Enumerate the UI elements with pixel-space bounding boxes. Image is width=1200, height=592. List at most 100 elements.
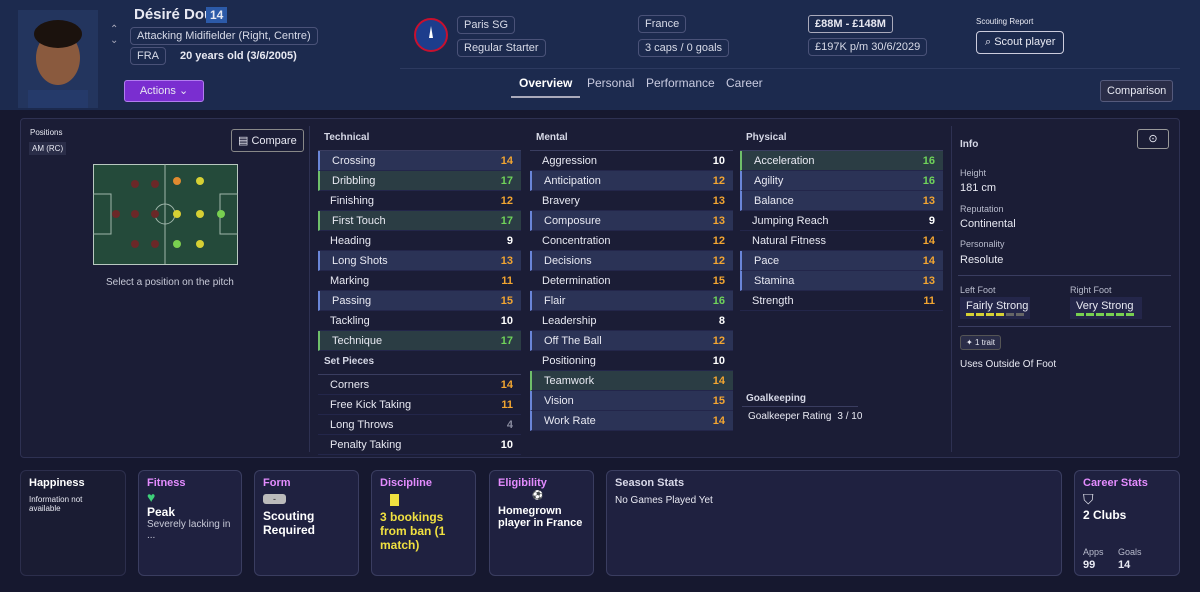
happiness-card[interactable]: Happiness Information not available [20, 470, 126, 576]
card-status: Peak [147, 505, 176, 519]
card-status: 2 Clubs [1083, 508, 1127, 522]
left-foot-bar [966, 313, 1024, 316]
attribute-value: 15 [712, 274, 725, 287]
attribute-name: Corners [330, 378, 370, 391]
tab[interactable]: Personal [587, 76, 635, 90]
attribute-row[interactable]: Finishing 12 [318, 191, 521, 211]
attribute-value: 9 [928, 214, 935, 227]
attribute-name: Work Rate [544, 414, 596, 427]
tab[interactable]: Performance [646, 76, 715, 90]
attribute-name: Leadership [542, 314, 597, 327]
attribute-value: 11 [501, 398, 513, 411]
attribute-row[interactable]: First Touch 17 [318, 211, 521, 231]
attribute-row[interactable]: Strength 11 [740, 291, 943, 311]
apps-label: Apps [1083, 547, 1104, 557]
attribute-row[interactable]: Balance 13 [740, 191, 943, 211]
attribute-name: Positioning [542, 354, 596, 367]
attribute-row[interactable]: Flair 16 [530, 291, 733, 311]
attribute-row[interactable]: Leadership 8 [530, 311, 733, 331]
attribute-list: Aggression 10 Anticipation 12 Bravery 13 Compo… [530, 150, 733, 431]
attribute-row[interactable]: Concentration 12 [530, 231, 733, 251]
attribute-row[interactable]: Long Shots 13 [318, 251, 521, 271]
attribute-name: Heading [330, 234, 371, 247]
attribute-row[interactable]: Free Kick Taking 11 [318, 395, 521, 415]
attribute-value: 16 [712, 294, 725, 307]
form-badge: - [263, 494, 286, 504]
attribute-row[interactable]: Heading 9 [318, 231, 521, 251]
attribute-row[interactable]: Corners 14 [318, 375, 521, 395]
attribute-row[interactable]: Penalty Taking 10 [318, 435, 521, 455]
attribute-row[interactable]: Technique 17 [318, 331, 521, 351]
attribute-value: 13 [922, 274, 935, 287]
attribute-row[interactable]: Teamwork 14 [530, 371, 733, 391]
attribute-list: Crossing 14 Dribbling 17 Finishing 12 First To… [318, 150, 521, 351]
form-card[interactable]: Form - Scouting Required [254, 470, 359, 576]
attribute-row[interactable]: Determination 15 [530, 271, 733, 291]
attribute-row[interactable]: Tackling 10 [318, 311, 521, 331]
card-title: Season Stats [615, 477, 685, 489]
country: France [638, 15, 687, 33]
attribute-name: Dribbling [332, 174, 376, 187]
eligibility-card[interactable]: Eligibility ⚽ Homegrown player in France [489, 470, 594, 576]
attribute-name: Penalty Taking [330, 438, 402, 451]
section-title: Mental [536, 132, 568, 143]
attribute-name: Composure [544, 214, 601, 227]
attribute-list: Corners 14 Free Kick Taking 11 Long Throws 4 P… [318, 374, 521, 455]
goals: 14 [1118, 559, 1131, 571]
compare-button[interactable]: ▤ Compare [231, 129, 304, 152]
attribute-row[interactable]: Long Throws 4 [318, 415, 521, 435]
fitness-icon: ♥ [147, 489, 156, 505]
attribute-row[interactable]: Dribbling 17 [318, 171, 521, 191]
actions-button[interactable]: Actions ⌄ [124, 80, 204, 102]
scout-button[interactable]: ⌕ Scout player [976, 31, 1065, 54]
attribute-row[interactable]: Off The Ball 12 [530, 331, 733, 351]
attribute-row[interactable]: Jumping Reach 9 [740, 211, 943, 231]
attribute-value: 12 [712, 174, 725, 187]
attribute-value: 12 [712, 334, 725, 347]
squad-status: Regular Starter [457, 39, 546, 57]
attribute-name: Long Throws [330, 418, 394, 431]
reputation: Continental [960, 218, 1016, 230]
attribute-value: 10 [500, 314, 513, 327]
attribute-row[interactable]: Crossing 14 [318, 151, 521, 171]
attribute-row[interactable]: Vision 15 [530, 391, 733, 411]
season-stats-card[interactable]: Season Stats No Games Played Yet [606, 470, 1062, 576]
tab[interactable]: Overview [511, 76, 581, 98]
attribute-value: 16 [922, 174, 935, 187]
attribute-row[interactable]: Composure 13 [530, 211, 733, 231]
divider [309, 126, 310, 452]
attribute-row[interactable]: Stamina 13 [740, 271, 943, 291]
tab[interactable]: Career [726, 76, 763, 90]
section-title: Set Pieces [324, 356, 375, 367]
attribute-name: Stamina [754, 274, 795, 287]
attribute-row[interactable]: Natural Fitness 14 [740, 231, 943, 251]
card-status: Homegrown player in France [498, 505, 583, 529]
attribute-row[interactable]: Marking 11 [318, 271, 521, 291]
comparison-button[interactable]: Comparison [1100, 80, 1174, 102]
info-button[interactable]: ⊙ [1137, 129, 1169, 149]
discipline-card[interactable]: Discipline 3 bookings from ban (1 match) [371, 470, 476, 576]
info-title: Info [960, 139, 979, 150]
attribute-value: 14 [922, 234, 935, 247]
position: Attacking Midifielder (Right, Centre) [130, 27, 318, 45]
attribute-row[interactable]: Decisions 12 [530, 251, 733, 271]
attribute-row[interactable]: Bravery 13 [530, 191, 733, 211]
attribute-row[interactable]: Acceleration 16 [740, 151, 943, 171]
attribute-row[interactable]: Pace 14 [740, 251, 943, 271]
attribute-row[interactable]: Anticipation 12 [530, 171, 733, 191]
section-title: Physical [746, 132, 787, 143]
attribute-row[interactable]: Agility 16 [740, 171, 943, 191]
divider [400, 68, 1180, 69]
card-title: Form [263, 477, 291, 489]
attribute-value: 11 [501, 274, 513, 287]
attribute-row[interactable]: Aggression 10 [530, 151, 733, 171]
nav-arrows[interactable]: ⌃ ⌄ [110, 24, 119, 46]
attribute-row[interactable]: Work Rate 14 [530, 411, 733, 431]
attribute-value: 8 [718, 314, 725, 327]
attribute-row[interactable]: Positioning 10 [530, 351, 733, 371]
career-stats-card[interactable]: Career Stats ⛉ 2 Clubs Apps 99 Goals 14 [1074, 470, 1180, 576]
transfer-value: £88M - £148M [808, 15, 893, 33]
attribute-row[interactable]: Passing 15 [318, 291, 521, 311]
fitness-card[interactable]: Fitness ♥ Peak Severely lacking in ... [138, 470, 242, 576]
